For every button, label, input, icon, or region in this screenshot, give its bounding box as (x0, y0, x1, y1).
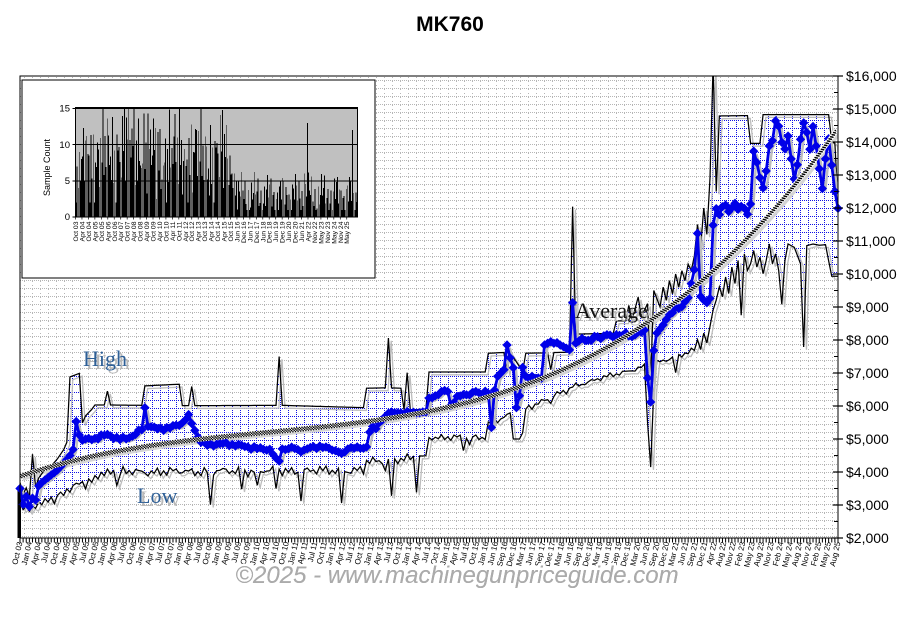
svg-text:Oct 07: Oct 07 (125, 221, 132, 241)
svg-text:MK760: MK760 (416, 13, 484, 36)
svg-text:0: 0 (65, 212, 70, 223)
svg-text:Apr 14: Apr 14 (209, 221, 216, 241)
svg-text:Nov 22: Nov 22 (312, 221, 319, 243)
svg-text:Nov 23: Nov 23 (325, 221, 332, 243)
svg-text:©2025 - www.machinegunpricegui: ©2025 - www.machinegunpriceguide.com (235, 562, 678, 589)
svg-text:Oct 05: Oct 05 (99, 221, 106, 241)
svg-text:$3,000: $3,000 (846, 497, 889, 513)
svg-text:10: 10 (59, 140, 70, 151)
svg-text:Nov 24: Nov 24 (338, 221, 345, 243)
svg-text:Jun 21: Jun 21 (299, 221, 306, 242)
svg-text:Apr 15: Apr 15 (222, 221, 229, 241)
svg-text:Apr 09: Apr 09 (144, 221, 151, 241)
svg-text:Oct 08: Oct 08 (138, 221, 145, 241)
svg-text:15: 15 (59, 104, 70, 115)
svg-text:Apr 06: Apr 06 (105, 221, 112, 241)
svg-text:Low: Low (140, 486, 180, 511)
svg-text:Oct 09: Oct 09 (151, 221, 158, 241)
svg-text:Dec 18: Dec 18 (267, 221, 274, 243)
svg-text:High: High (83, 346, 127, 371)
svg-text:$7,000: $7,000 (846, 365, 889, 381)
svg-text:$13,000: $13,000 (846, 167, 897, 183)
svg-text:Apr 04: Apr 04 (79, 221, 86, 241)
svg-text:$8,000: $8,000 (846, 332, 889, 348)
svg-text:Apr 13: Apr 13 (196, 221, 203, 241)
svg-text:Jun 18: Jun 18 (260, 221, 267, 242)
svg-text:Oct 04: Oct 04 (86, 221, 93, 241)
svg-text:Jul 11: Jul 11 (306, 541, 319, 563)
svg-text:$9,000: $9,000 (846, 299, 889, 315)
svg-text:$5,000: $5,000 (846, 431, 889, 447)
svg-text:Dec 16: Dec 16 (241, 221, 248, 243)
svg-text:May 24: May 24 (331, 221, 338, 244)
svg-text:Sample Count: Sample Count (42, 138, 52, 196)
svg-text:$11,000: $11,000 (846, 233, 896, 249)
svg-text:$4,000: $4,000 (846, 464, 889, 480)
svg-text:Oct 14: Oct 14 (215, 221, 222, 241)
svg-text:Oct 15: Oct 15 (228, 221, 235, 241)
svg-text:Apr 07: Apr 07 (118, 221, 125, 241)
svg-text:$16,000: $16,000 (846, 68, 897, 84)
svg-text:$12,000: $12,000 (846, 200, 897, 216)
svg-text:Apr 22: Apr 22 (305, 221, 312, 241)
svg-text:Low: Low (137, 483, 177, 508)
svg-text:$10,000: $10,000 (846, 266, 897, 282)
svg-text:May 25: May 25 (344, 221, 351, 244)
svg-text:Jun 19: Jun 19 (273, 221, 280, 242)
svg-text:5: 5 (65, 176, 70, 187)
svg-text:Dec 17: Dec 17 (254, 221, 261, 243)
svg-text:Oct 06: Oct 06 (112, 221, 119, 241)
svg-text:$14,000: $14,000 (846, 134, 897, 150)
svg-text:Apr 12: Apr 12 (183, 221, 190, 241)
svg-text:Oct 03: Oct 03 (73, 221, 80, 241)
svg-text:Jun 20: Jun 20 (286, 221, 293, 242)
svg-text:Average: Average (578, 301, 651, 326)
svg-text:Oct 12: Oct 12 (189, 221, 196, 241)
svg-text:Apr 10: Apr 10 (157, 221, 164, 241)
svg-text:Oct 10: Oct 10 (163, 221, 170, 241)
svg-text:$2,000: $2,000 (846, 530, 889, 546)
svg-text:©2025 - www.machinegunpricegui: ©2025 - www.machinegunpriceguide.com (235, 562, 678, 589)
svg-text:May 23: May 23 (318, 221, 325, 244)
svg-text:$15,000: $15,000 (846, 101, 897, 117)
svg-text:Dec 20: Dec 20 (293, 221, 300, 243)
svg-text:$6,000: $6,000 (846, 398, 889, 414)
svg-text:High: High (86, 349, 130, 374)
svg-text:Oct 11: Oct 11 (176, 221, 183, 241)
svg-text:Jun 17: Jun 17 (247, 221, 254, 242)
svg-text:Apr 05: Apr 05 (92, 221, 99, 241)
svg-text:Average: Average (575, 298, 648, 323)
svg-text:Jun 16: Jun 16 (234, 221, 241, 242)
svg-text:Oct 13: Oct 13 (202, 221, 209, 241)
svg-text:Apr 11: Apr 11 (170, 221, 177, 241)
svg-text:Apr 08: Apr 08 (131, 221, 138, 241)
svg-text:Dec 19: Dec 19 (280, 221, 287, 243)
